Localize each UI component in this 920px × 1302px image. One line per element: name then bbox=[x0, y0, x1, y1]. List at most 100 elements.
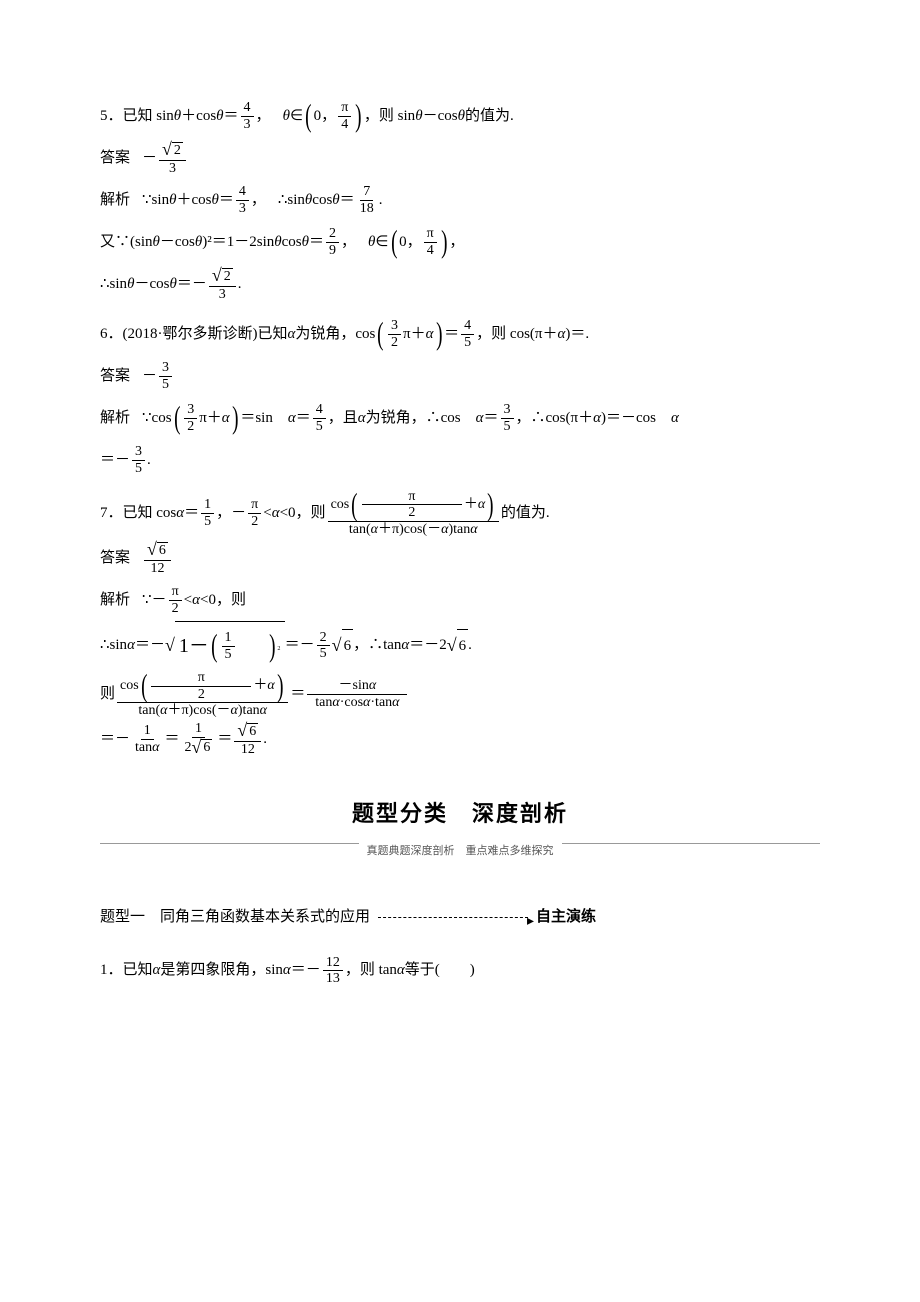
den: 2 bbox=[362, 505, 462, 520]
theta: θ bbox=[169, 184, 176, 217]
text: －cos bbox=[160, 226, 195, 259]
alpha: α bbox=[192, 584, 200, 617]
text: 的值为. bbox=[465, 100, 514, 133]
theta: θ bbox=[153, 226, 160, 259]
text: ，且 bbox=[328, 402, 358, 435]
dot: . bbox=[468, 629, 472, 662]
expl-label: 解析 bbox=[100, 584, 130, 617]
num: π bbox=[248, 497, 261, 513]
paren: 3 2 π＋ α bbox=[172, 402, 241, 435]
text: cos bbox=[282, 226, 302, 259]
big-frac-2: cos π 2 ＋ α tan(α＋π)cos(－α)tanα bbox=[117, 670, 288, 718]
text: ＝－ bbox=[135, 629, 165, 662]
den: 2 bbox=[248, 514, 261, 529]
num: 4 bbox=[241, 100, 254, 116]
theta: θ bbox=[302, 226, 309, 259]
eq: ＝ bbox=[224, 100, 239, 133]
big-frac-3: －sinα tanα·cosα·tanα bbox=[307, 678, 407, 710]
frac-7-18: 7 18 bbox=[357, 184, 377, 216]
rad: 6 bbox=[342, 629, 354, 663]
frac-4-3: 4 3 bbox=[236, 184, 249, 216]
text: )＝－cos bbox=[601, 402, 671, 435]
alpha: α bbox=[283, 954, 291, 987]
section-divider: 题型分类 深度剖析 真题典题深度剖析 重点难点多维探究 bbox=[100, 790, 820, 876]
frac-3-5: 3 5 bbox=[501, 402, 514, 434]
frac-pi-2: π 2 bbox=[151, 670, 251, 702]
theta: θ bbox=[283, 100, 290, 133]
text: ＋π)cos(－ bbox=[167, 703, 230, 718]
topic-right: 自主演练 bbox=[536, 901, 596, 934]
sqrt6: 6 bbox=[447, 626, 468, 666]
num: 2 bbox=[326, 226, 339, 242]
alpha: α bbox=[478, 497, 485, 512]
den: 5 bbox=[317, 646, 330, 661]
frac-pi-4: π 4 bbox=[424, 226, 437, 258]
p6-num: 6． bbox=[100, 318, 123, 351]
text: ，∴tan bbox=[353, 629, 401, 662]
in: ∈ bbox=[290, 100, 303, 133]
text: ＋cos bbox=[176, 184, 211, 217]
text: ·cos bbox=[340, 695, 363, 710]
eq: ＝ bbox=[177, 268, 192, 301]
p5-num: 5． bbox=[100, 100, 123, 133]
expl-label: 解析 bbox=[100, 184, 130, 217]
lt: < bbox=[263, 497, 271, 530]
rad: 6 bbox=[457, 629, 469, 663]
theta: θ bbox=[216, 100, 223, 133]
theta: θ bbox=[195, 226, 202, 259]
rad: 2 bbox=[172, 142, 183, 158]
alpha: α bbox=[371, 522, 378, 537]
comma: ， bbox=[256, 100, 271, 133]
num: 3 bbox=[501, 402, 514, 418]
text: ＋π)cos(－ bbox=[378, 522, 441, 537]
theta: θ bbox=[305, 184, 312, 217]
den: tan(α＋π)cos(－α)tanα bbox=[135, 703, 270, 718]
frac-pi-2: π 2 bbox=[362, 489, 462, 521]
text: 1－ bbox=[179, 624, 209, 668]
cos: cos bbox=[331, 497, 350, 512]
neg: － bbox=[192, 268, 207, 301]
frac-sqrt2-3: 2 3 bbox=[209, 266, 236, 302]
two: 2 bbox=[185, 740, 192, 755]
den: 4 bbox=[338, 117, 351, 132]
den: 12 bbox=[238, 742, 258, 757]
text: <0，则 bbox=[200, 584, 246, 617]
p7-expl-4: ＝－ 1 tanα ＝ 1 26 ＝ 6 12 . bbox=[100, 718, 820, 760]
den: 3 bbox=[166, 161, 179, 176]
p6-answer: 答案 － 3 5 bbox=[100, 355, 820, 397]
p7-answer: 答案 6 12 bbox=[100, 537, 820, 579]
frac-pi-2: π 2 bbox=[169, 584, 182, 616]
answer-label: 答案 bbox=[100, 542, 130, 575]
num: 2 bbox=[209, 266, 236, 287]
num: 1 bbox=[222, 630, 235, 646]
frac-1-5: 1 5 bbox=[201, 497, 214, 529]
text: 为锐角，cos bbox=[295, 318, 375, 351]
p6-expl-2: ＝－ 3 5 . bbox=[100, 439, 820, 481]
p7-expl-1: 解析 ∵－ π 2 < α <0，则 bbox=[100, 579, 820, 621]
theta: θ bbox=[274, 226, 281, 259]
alpha: α bbox=[558, 318, 566, 351]
frac-4-5: 4 5 bbox=[461, 318, 474, 350]
alpha: α bbox=[288, 318, 296, 351]
zero: 0， bbox=[314, 100, 337, 133]
num: π bbox=[338, 100, 351, 116]
eq: ＝ bbox=[184, 497, 199, 530]
den: 2 bbox=[184, 419, 197, 434]
den: 3 bbox=[216, 287, 229, 302]
interval: 0， π 4 bbox=[389, 226, 450, 259]
alpha: α bbox=[127, 629, 135, 662]
alpha: α bbox=[470, 522, 477, 537]
num: 3 bbox=[159, 360, 172, 376]
exercise-1: 1． 已知 α 是第四象限角，sin α ＝－ 12 13 ，则 tan α 等… bbox=[100, 950, 820, 992]
text: ，则 cos(π＋ bbox=[476, 318, 557, 351]
frac-4-3: 4 3 bbox=[241, 100, 254, 132]
tan: tan bbox=[315, 695, 332, 710]
lt: < bbox=[184, 584, 192, 617]
big-frac: cos π 2 ＋ α tan(α＋π)cos(－α)tanα bbox=[328, 489, 499, 537]
text: )＝. bbox=[565, 318, 589, 351]
dot: . bbox=[379, 184, 383, 217]
topic-label: 题型一 同角三角函数基本关系式的应用 bbox=[100, 901, 370, 934]
text: ∵sin bbox=[142, 184, 169, 217]
num: 2 bbox=[317, 630, 330, 646]
tan: tan( bbox=[138, 703, 160, 718]
